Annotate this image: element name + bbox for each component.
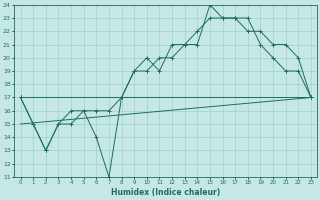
X-axis label: Humidex (Indice chaleur): Humidex (Indice chaleur) (111, 188, 220, 197)
